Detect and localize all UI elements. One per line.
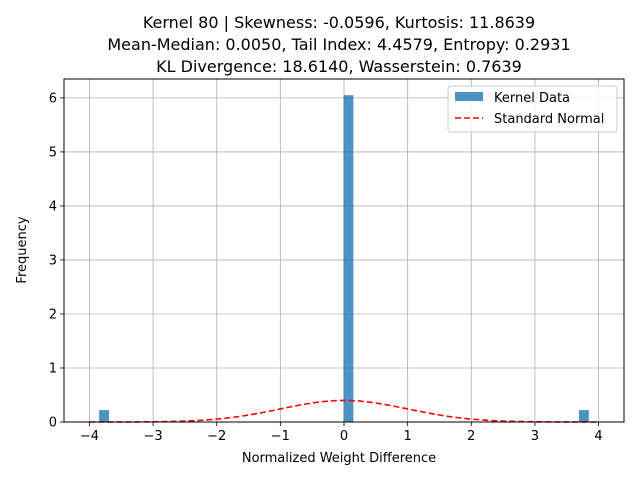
x-tick-label: −2 [207, 429, 226, 444]
legend-swatch-kernel-data [455, 92, 483, 101]
title-line-2: Mean-Median: 0.0050, Tail Index: 4.4579,… [107, 35, 570, 54]
y-tick-label: 3 [49, 253, 57, 268]
x-tick-label: 3 [531, 429, 539, 444]
y-tick-label: 6 [49, 91, 57, 106]
x-tick-label: −4 [80, 429, 99, 444]
y-tick-label: 1 [49, 361, 57, 376]
y-tick-label: 5 [49, 145, 57, 160]
title-line-1: Kernel 80 | Skewness: -0.0596, Kurtosis:… [143, 13, 535, 32]
legend: Kernel Data Standard Normal [447, 85, 618, 133]
x-tick-label: 4 [594, 429, 602, 444]
y-axis-ticks: 0 1 2 3 4 5 6 [49, 91, 64, 431]
title-line-3: KL Divergence: 18.6140, Wasserstein: 0.7… [156, 57, 522, 76]
x-axis-label: Normalized Weight Difference [242, 451, 436, 466]
normal-curve [89, 399, 599, 423]
x-axis-ticks: −4 −3 −2 −1 0 1 2 3 4 [80, 422, 603, 444]
x-tick-label: 0 [340, 429, 348, 444]
y-axis-label: Frequency [15, 216, 30, 283]
histogram-bars [99, 95, 589, 423]
legend-label-kernel-data: Kernel Data [494, 91, 570, 106]
standard-normal-line [89, 399, 599, 423]
histogram-bar [578, 410, 589, 422]
y-tick-label: 2 [49, 307, 57, 322]
chart-title: Kernel 80 | Skewness: -0.0596, Kurtosis:… [107, 13, 570, 76]
legend-label-standard-normal: Standard Normal [494, 112, 604, 127]
x-tick-label: −1 [271, 429, 290, 444]
x-tick-label: 1 [403, 429, 411, 444]
histogram-bar [99, 410, 110, 422]
x-tick-label: −3 [144, 429, 163, 444]
x-tick-label: 2 [467, 429, 475, 444]
y-tick-label: 0 [49, 416, 57, 431]
y-tick-label: 4 [49, 199, 57, 214]
legend-box [447, 85, 618, 133]
histogram-bar [343, 95, 354, 423]
